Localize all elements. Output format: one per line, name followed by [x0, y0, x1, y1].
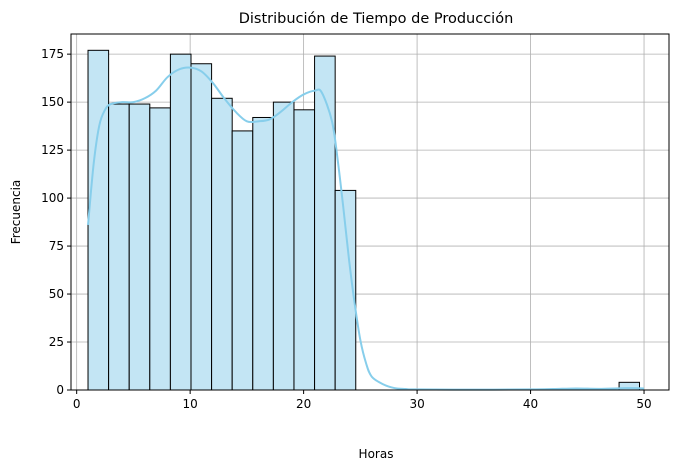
- x-tick-label: 50: [636, 397, 651, 411]
- x-tick-label: 10: [183, 397, 198, 411]
- x-tick-label: 0: [73, 397, 81, 411]
- y-tick-label: 175: [41, 47, 64, 61]
- y-tick-label: 100: [41, 191, 64, 205]
- histogram-bar: [211, 97, 233, 391]
- chart-title: Distribución de Tiempo de Producción: [239, 11, 514, 27]
- histogram-bar: [149, 107, 171, 391]
- x-tick-label: 40: [523, 397, 538, 411]
- y-tick-label: 125: [41, 143, 64, 157]
- histogram-bars: [87, 49, 640, 391]
- x-axis-title: Horas: [359, 447, 394, 461]
- histogram-bar: [87, 49, 110, 391]
- x-tick-label: 30: [409, 397, 424, 411]
- histogram-bar: [231, 130, 254, 391]
- histogram-bar: [108, 103, 130, 391]
- histogram-bar: [293, 109, 316, 391]
- histogram-bar: [169, 53, 192, 391]
- y-tick-label: 50: [49, 287, 64, 301]
- histogram-bar: [252, 116, 274, 391]
- x-tick-label: 20: [296, 397, 311, 411]
- y-tick-label: 150: [41, 95, 64, 109]
- plot-frame: [70, 33, 670, 391]
- y-tick-label: 75: [49, 239, 64, 253]
- y-axis-title: Frecuencia: [9, 180, 23, 245]
- y-tick-label: 0: [56, 383, 64, 397]
- y-tick-label: 25: [49, 335, 64, 349]
- histogram-bar: [272, 101, 295, 391]
- axis-ticks: 0 10 20 30 40 50 0 25 50 75 100 125 150 175: [41, 47, 652, 411]
- histogram-bar: [128, 103, 151, 391]
- histogram-bar: [190, 63, 213, 391]
- histogram-bar: [314, 55, 336, 391]
